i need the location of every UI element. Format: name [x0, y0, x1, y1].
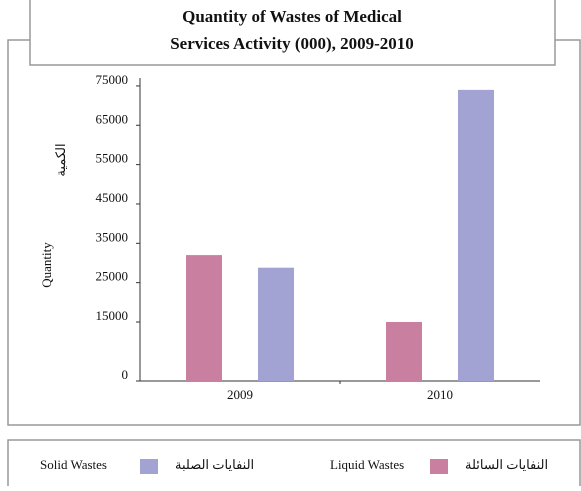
bar: [386, 321, 422, 381]
y-axis-label: Quantity: [39, 242, 54, 288]
y-tick-label: 75000: [96, 72, 129, 87]
legend-swatch: [140, 459, 158, 474]
y-axis-label-ar: الكمية: [53, 143, 68, 176]
chart-title: Quantity of Wastes of Medical: [182, 7, 402, 26]
y-tick-label: 15000: [96, 308, 129, 323]
y-tick-label: 0: [122, 367, 129, 382]
legend-label: Solid Wastes: [40, 457, 107, 472]
bar: [458, 89, 494, 382]
bar: [258, 267, 294, 381]
title-box: [29, 0, 556, 66]
legend-label-ar: النفايات السائلة: [465, 457, 548, 472]
chart-title: Services Activity (000), 2009-2010: [170, 34, 414, 53]
legend-label-ar: النفايات الصلبة: [175, 457, 254, 472]
y-tick-label: 55000: [96, 151, 129, 166]
bar: [186, 255, 222, 381]
x-tick-label: 2009: [227, 387, 253, 402]
y-tick-label: 65000: [96, 111, 129, 126]
x-tick-label: 2010: [427, 387, 453, 402]
y-tick-label: 25000: [96, 269, 129, 284]
y-tick-label: 45000: [96, 190, 129, 205]
legend-swatch: [430, 459, 448, 474]
legend-label: Liquid Wastes: [330, 457, 404, 472]
y-tick-label: 35000: [96, 229, 129, 244]
